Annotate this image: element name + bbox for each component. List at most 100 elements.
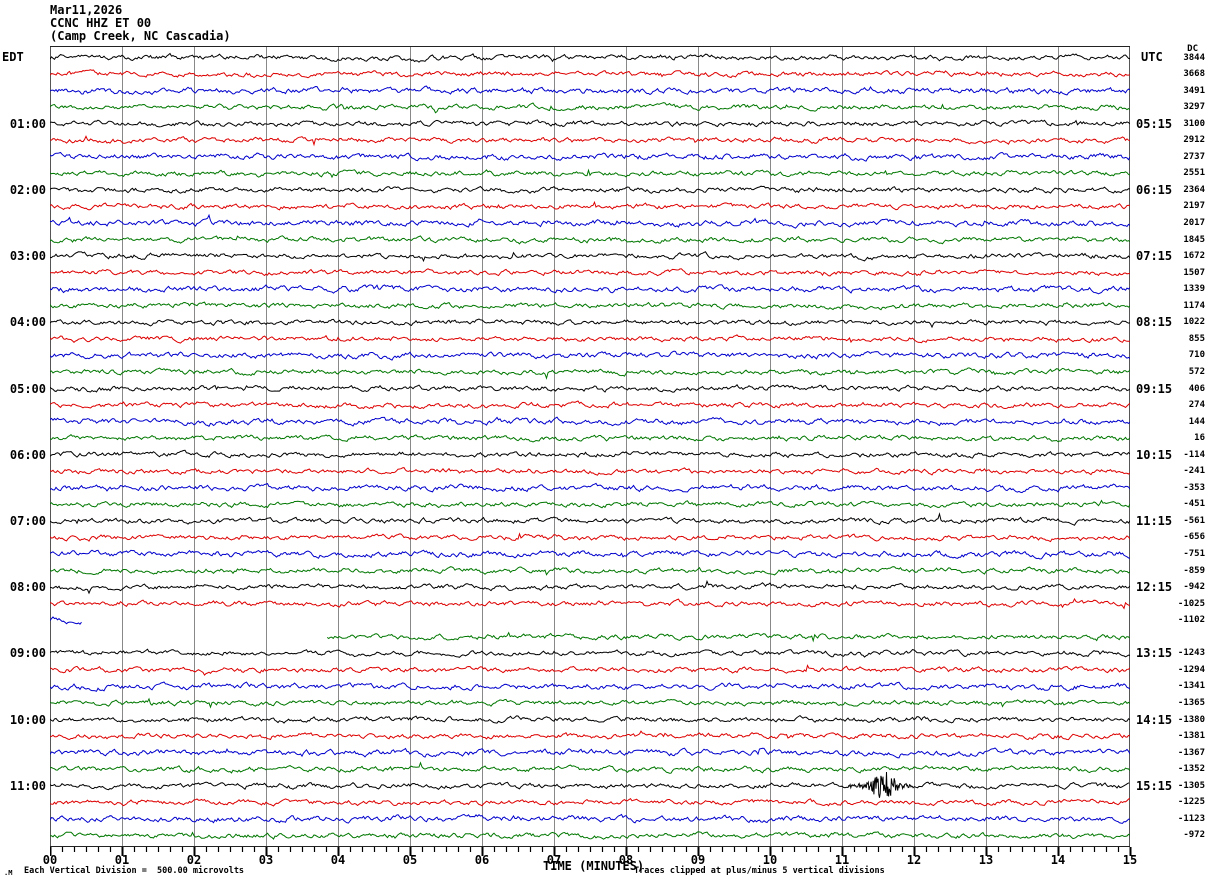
dc-value-row-45: -1225 <box>1177 797 1205 808</box>
utc-label-14:15: 14:15 <box>1136 712 1173 727</box>
utc-label-06:15: 06:15 <box>1136 182 1173 197</box>
dc-value-row-10: 2017 <box>1183 218 1205 228</box>
dc-value-row-2: 3491 <box>1183 85 1205 96</box>
dc-value-row-7: 2551 <box>1183 168 1205 179</box>
edt-label-09:00: 09:00 <box>9 646 46 661</box>
trace-row-45-red <box>50 798 1130 807</box>
dc-value-row-37: -1294 <box>1177 664 1205 675</box>
trace-row-5-red <box>50 135 1130 147</box>
trace-row-16-black <box>50 318 1130 329</box>
dc-value-row-12: 1672 <box>1183 251 1205 262</box>
dc-value-row-47: -972 <box>1183 830 1205 841</box>
minute-label-06: 06 <box>474 853 490 867</box>
minute-label-03: 03 <box>258 853 274 867</box>
minute-label-14: 14 <box>1050 853 1066 867</box>
edt-label-02:00: 02:00 <box>9 182 46 197</box>
time-axis-ticks <box>50 847 1132 856</box>
footer-glyph: .M <box>4 869 13 877</box>
trace-row-38-blue <box>50 681 1130 692</box>
trace-row-25-red <box>50 467 1130 476</box>
dc-value-row-5: 2912 <box>1183 135 1205 146</box>
trace-row-33-red <box>50 597 1130 610</box>
trace-row-12-black <box>50 251 1130 263</box>
edt-label-08:00: 08:00 <box>9 580 46 595</box>
edt-label-10:00: 10:00 <box>9 712 46 727</box>
dc-value-row-4: 3100 <box>1183 118 1205 129</box>
dc-value-row-38: -1341 <box>1177 681 1205 692</box>
dc-value-row-29: -656 <box>1183 532 1205 543</box>
dc-value-row-44: -1305 <box>1177 780 1205 791</box>
utc-label-05:15: 05:15 <box>1136 116 1173 131</box>
right-axis-header-utc: UTC <box>1141 50 1163 64</box>
minute-label-05: 05 <box>402 853 418 867</box>
dc-value-row-30: -751 <box>1183 549 1205 559</box>
dc-value-row-34: -1102 <box>1177 615 1205 626</box>
trace-row-20-black <box>50 384 1130 393</box>
clip-note: Traces clipped at plus/minus 5 vertical … <box>634 866 885 876</box>
trace-row-47-green <box>50 831 1130 840</box>
trace-row-35-green <box>326 631 1130 643</box>
trace-row-41-red <box>50 730 1130 741</box>
utc-label-08:15: 08:15 <box>1136 315 1173 330</box>
trace-row-21-red <box>50 400 1130 410</box>
trace-row-3-green <box>50 102 1130 114</box>
dc-value-row-36: -1243 <box>1177 648 1205 659</box>
edt-label-11:00: 11:00 <box>9 778 46 793</box>
trace-row-6-blue <box>50 151 1130 162</box>
dc-value-row-21: 274 <box>1188 400 1205 411</box>
dc-value-row-18: 710 <box>1188 350 1205 361</box>
edt-label-01:00: 01:00 <box>9 116 46 131</box>
dc-value-row-28: -561 <box>1183 515 1205 526</box>
edt-label-06:00: 06:00 <box>9 447 46 462</box>
trace-row-0-black <box>50 52 1130 63</box>
dc-offset-header: DC <box>1187 44 1198 54</box>
utc-label-12:15: 12:15 <box>1136 580 1173 595</box>
minute-label-01: 01 <box>114 853 130 867</box>
trace-row-36-black <box>50 648 1130 658</box>
dc-value-row-9: 2197 <box>1183 201 1205 212</box>
dc-value-row-41: -1381 <box>1177 731 1205 742</box>
dc-value-row-46: -1123 <box>1177 813 1205 824</box>
trace-row-8-black <box>50 185 1130 194</box>
utc-label-15:15: 15:15 <box>1136 778 1173 793</box>
trace-row-14-blue <box>50 284 1130 295</box>
edt-label-05:00: 05:00 <box>9 381 46 396</box>
edt-label-03:00: 03:00 <box>9 249 46 264</box>
trace-row-1-red <box>50 69 1130 79</box>
dc-value-row-23: 16 <box>1194 433 1205 444</box>
trace-row-30-blue <box>50 549 1130 560</box>
trace-row-26-blue <box>50 482 1130 494</box>
trace-row-11-green <box>50 235 1130 245</box>
trace-row-24-black <box>50 449 1130 459</box>
dc-value-row-42: -1367 <box>1177 747 1205 758</box>
dc-value-row-8: 2364 <box>1183 184 1205 195</box>
dc-value-row-3: 3297 <box>1183 102 1205 113</box>
dc-value-row-39: -1365 <box>1177 697 1205 708</box>
trace-row-42-blue <box>50 747 1130 759</box>
trace-row-46-blue <box>50 813 1130 824</box>
minute-label-07: 07 <box>546 853 562 867</box>
title-date: Mar11,2026 <box>50 3 123 17</box>
minute-label-08: 08 <box>618 853 634 867</box>
minute-label-13: 13 <box>978 853 994 867</box>
dc-value-row-43: -1352 <box>1177 764 1205 775</box>
utc-label-13:15: 13:15 <box>1136 646 1173 661</box>
seismogram-plot <box>50 46 1130 847</box>
trace-row-39-green <box>50 697 1130 709</box>
dc-value-row-11: 1845 <box>1183 234 1205 245</box>
dc-value-row-33: -1025 <box>1177 598 1205 609</box>
utc-label-10:15: 10:15 <box>1136 447 1173 462</box>
dc-value-row-13: 1507 <box>1183 267 1205 278</box>
minute-label-09: 09 <box>690 853 706 867</box>
title-station: CCNC HHZ ET 00 <box>50 16 152 30</box>
dc-value-row-14: 1339 <box>1183 284 1205 295</box>
dc-value-row-22: 144 <box>1188 416 1205 427</box>
trace-row-43-green <box>50 761 1130 774</box>
trace-row-13-red <box>50 268 1130 277</box>
dc-value-row-32: -942 <box>1183 582 1205 593</box>
trace-row-29-red <box>50 532 1130 543</box>
trace-row-44-black <box>50 771 1130 798</box>
title-location: (Camp Creek, NC Cascadia) <box>50 29 231 43</box>
dc-value-row-20: 406 <box>1188 383 1205 394</box>
dc-value-row-6: 2737 <box>1183 151 1205 162</box>
